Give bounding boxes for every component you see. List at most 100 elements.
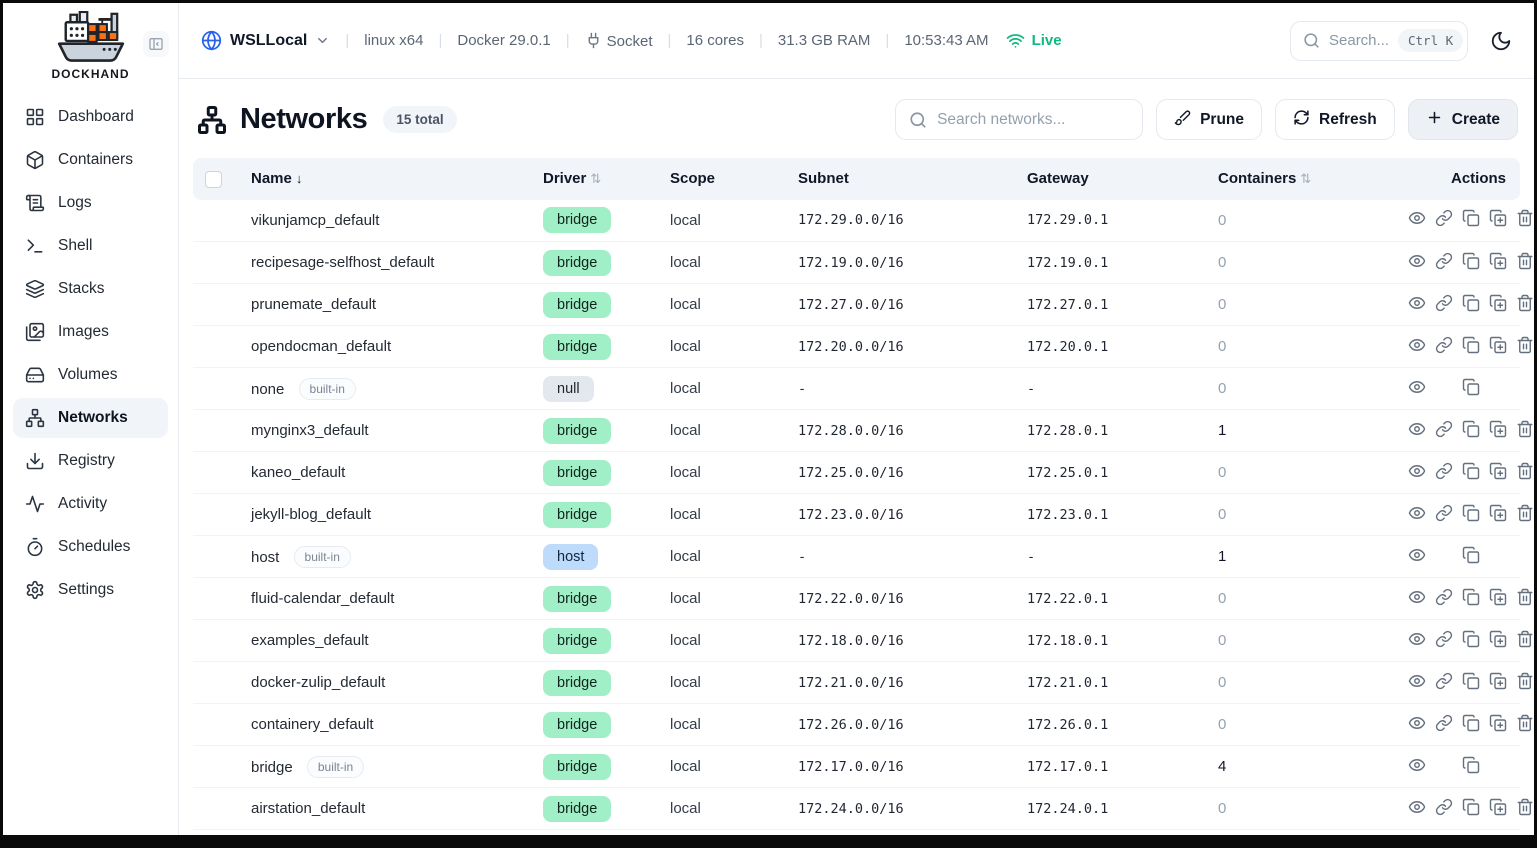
table-row[interactable]: vikunjamcp_default built-in bridge local…: [193, 199, 1533, 243]
duplicate-icon[interactable]: [1489, 798, 1507, 816]
table-row[interactable]: docker-zulip_default built-in bridge loc…: [193, 661, 1533, 705]
copy-icon[interactable]: [1462, 756, 1480, 774]
duplicate-icon[interactable]: [1489, 504, 1507, 522]
link-icon[interactable]: [1435, 588, 1453, 606]
duplicate-icon[interactable]: [1489, 294, 1507, 312]
copy-icon[interactable]: [1462, 504, 1480, 522]
view-icon[interactable]: [1408, 294, 1426, 312]
networks-search-box[interactable]: [895, 99, 1144, 140]
duplicate-icon[interactable]: [1489, 336, 1507, 354]
link-icon[interactable]: [1435, 714, 1453, 732]
delete-icon[interactable]: [1516, 294, 1534, 312]
view-icon[interactable]: [1408, 252, 1426, 270]
column-header-containers[interactable]: Containers ⇅: [1210, 158, 1400, 200]
sidebar-item-stacks[interactable]: Stacks: [13, 269, 168, 309]
copy-icon[interactable]: [1462, 378, 1480, 396]
column-header-driver[interactable]: Driver ⇅: [535, 158, 662, 200]
copy-icon[interactable]: [1462, 252, 1480, 270]
link-icon[interactable]: [1435, 420, 1453, 438]
select-all-checkbox[interactable]: [205, 170, 222, 188]
link-icon[interactable]: [1435, 504, 1453, 522]
copy-icon[interactable]: [1462, 420, 1480, 438]
copy-icon[interactable]: [1462, 462, 1480, 480]
sidebar-item-shell[interactable]: Shell: [13, 226, 168, 266]
view-icon[interactable]: [1408, 630, 1426, 648]
global-search-input[interactable]: [1329, 32, 1389, 49]
view-icon[interactable]: [1408, 336, 1426, 354]
global-search-box[interactable]: Ctrl K: [1290, 20, 1468, 61]
delete-icon[interactable]: [1516, 336, 1534, 354]
copy-icon[interactable]: [1462, 294, 1480, 312]
column-header-name[interactable]: Name ↓: [243, 158, 535, 200]
sidebar-collapse-button[interactable]: [143, 31, 169, 57]
view-icon[interactable]: [1408, 714, 1426, 732]
view-icon[interactable]: [1408, 420, 1426, 438]
prune-button[interactable]: Prune: [1156, 99, 1263, 140]
sidebar-item-images[interactable]: Images: [13, 312, 168, 352]
link-icon[interactable]: [1435, 672, 1453, 690]
table-row[interactable]: opendocman_default built-in bridge local…: [193, 325, 1533, 369]
host-selector[interactable]: WSLLocal: [201, 30, 330, 51]
copy-icon[interactable]: [1462, 546, 1480, 564]
delete-icon[interactable]: [1516, 630, 1534, 648]
link-icon[interactable]: [1435, 294, 1453, 312]
table-row[interactable]: prunemate_default built-in bridge local …: [193, 283, 1533, 327]
sidebar-item-registry[interactable]: Registry: [13, 441, 168, 481]
table-row[interactable]: airstation_default built-in bridge local…: [193, 787, 1533, 831]
delete-icon[interactable]: [1516, 504, 1534, 522]
duplicate-icon[interactable]: [1489, 252, 1507, 270]
column-header-gateway[interactable]: Gateway: [1019, 158, 1210, 200]
view-icon[interactable]: [1408, 504, 1426, 522]
view-icon[interactable]: [1408, 209, 1426, 227]
duplicate-icon[interactable]: [1489, 714, 1507, 732]
copy-icon[interactable]: [1462, 630, 1480, 648]
delete-icon[interactable]: [1516, 714, 1534, 732]
duplicate-icon[interactable]: [1489, 588, 1507, 606]
view-icon[interactable]: [1408, 378, 1426, 396]
table-row[interactable]: recipesage-selfhost_default built-in bri…: [193, 241, 1533, 285]
table-row[interactable]: host built-in host local - - 1: [193, 535, 1520, 579]
link-icon[interactable]: [1435, 336, 1453, 354]
view-icon[interactable]: [1408, 462, 1426, 480]
create-button[interactable]: Create: [1407, 99, 1518, 140]
table-row[interactable]: examples_default built-in bridge local 1…: [193, 619, 1533, 663]
duplicate-icon[interactable]: [1489, 672, 1507, 690]
column-header-scope[interactable]: Scope: [662, 158, 790, 200]
view-icon[interactable]: [1408, 588, 1426, 606]
sidebar-item-networks[interactable]: Networks: [13, 398, 168, 438]
dark-mode-toggle[interactable]: [1490, 30, 1512, 52]
table-row[interactable]: containery_default built-in bridge local…: [193, 703, 1533, 747]
copy-icon[interactable]: [1462, 588, 1480, 606]
link-icon[interactable]: [1435, 630, 1453, 648]
link-icon[interactable]: [1435, 798, 1453, 816]
copy-icon[interactable]: [1462, 714, 1480, 732]
copy-icon[interactable]: [1462, 336, 1480, 354]
duplicate-icon[interactable]: [1489, 420, 1507, 438]
networks-search-input[interactable]: [937, 110, 1118, 129]
link-icon[interactable]: [1435, 209, 1453, 227]
sidebar-item-activity[interactable]: Activity: [13, 484, 168, 524]
sidebar-item-dashboard[interactable]: Dashboard: [13, 97, 168, 137]
column-header-subnet[interactable]: Subnet: [790, 158, 1019, 200]
view-icon[interactable]: [1408, 756, 1426, 774]
delete-icon[interactable]: [1516, 420, 1534, 438]
delete-icon[interactable]: [1516, 588, 1534, 606]
table-row[interactable]: kaneo_default built-in bridge local 172.…: [193, 451, 1533, 495]
duplicate-icon[interactable]: [1489, 630, 1507, 648]
table-row[interactable]: jekyll-blog_default built-in bridge loca…: [193, 493, 1533, 537]
view-icon[interactable]: [1408, 546, 1426, 564]
refresh-button[interactable]: Refresh: [1275, 99, 1395, 140]
sidebar-item-volumes[interactable]: Volumes: [13, 355, 168, 395]
link-icon[interactable]: [1435, 252, 1453, 270]
table-row[interactable]: bridge built-in bridge local 172.17.0.0/…: [193, 745, 1520, 789]
sidebar-item-containers[interactable]: Containers: [13, 140, 168, 180]
sidebar-item-settings[interactable]: Settings: [13, 570, 168, 610]
delete-icon[interactable]: [1516, 252, 1534, 270]
sidebar-item-schedules[interactable]: Schedules: [13, 527, 168, 567]
delete-icon[interactable]: [1516, 209, 1534, 227]
copy-icon[interactable]: [1462, 672, 1480, 690]
copy-icon[interactable]: [1462, 209, 1480, 227]
link-icon[interactable]: [1435, 462, 1453, 480]
view-icon[interactable]: [1408, 672, 1426, 690]
delete-icon[interactable]: [1516, 462, 1534, 480]
